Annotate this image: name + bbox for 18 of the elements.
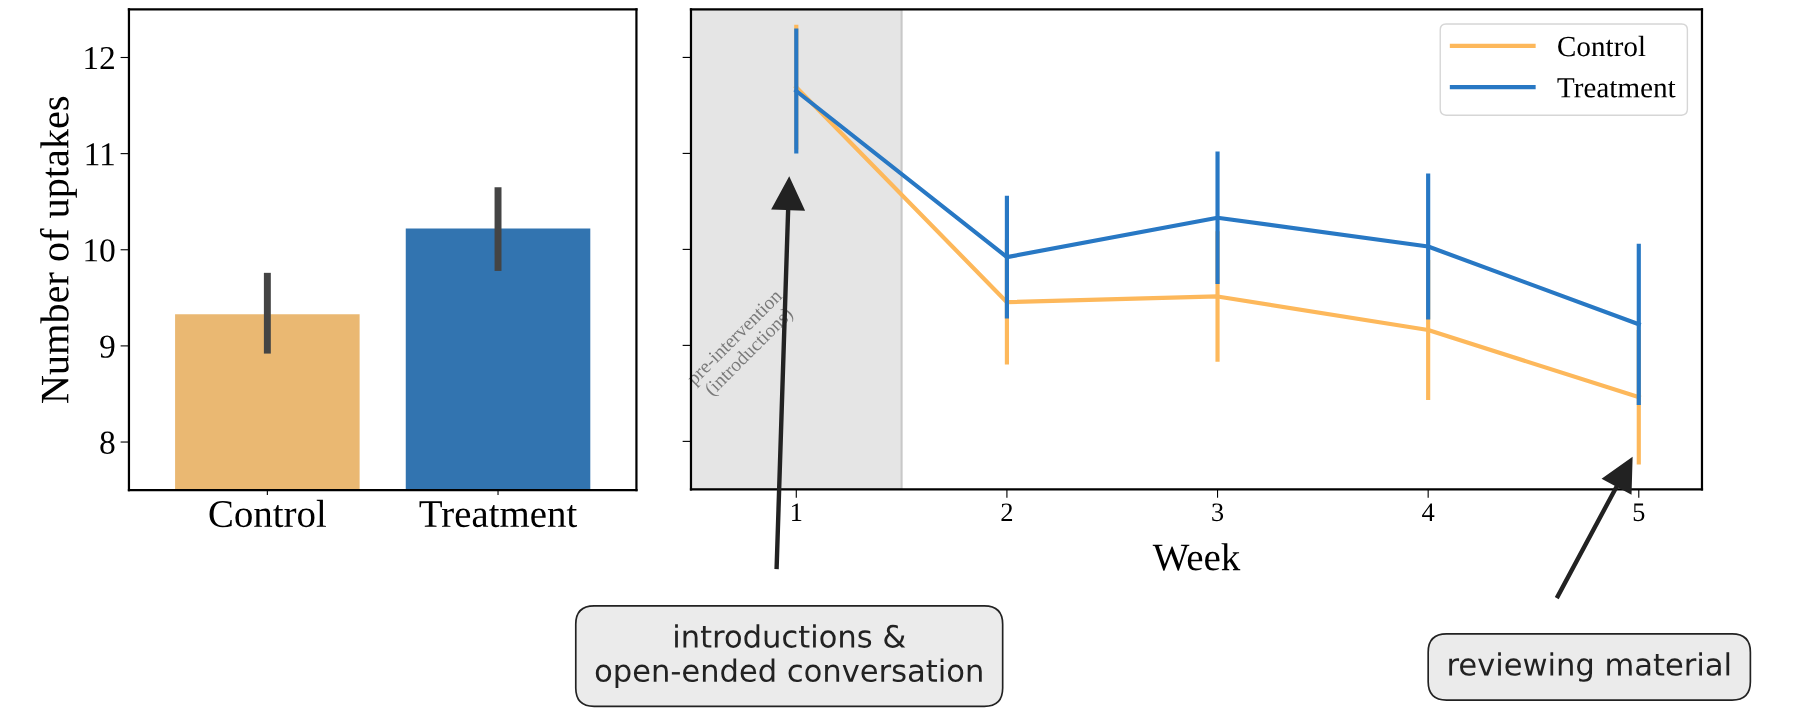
text: reviewing material: [1449, 652, 1730, 682]
text: introductions & open-ended conversation: [595, 624, 982, 689]
x-tick-label: 4: [1422, 503, 1435, 521]
y-tick-label: 11: [86, 143, 114, 166]
x-tick-label: Treatment: [419, 501, 578, 528]
legend-label: Control: [1558, 35, 1646, 57]
y-tick-label: 8: [100, 431, 115, 454]
x-tick-label: 2: [1001, 503, 1013, 521]
legend-label: Treatment: [1557, 78, 1676, 98]
x-tick-label: Control: [209, 499, 326, 528]
y-axis-title: Number of uptakes: [39, 96, 77, 403]
x-tick-label: 3: [1212, 503, 1224, 522]
x-tick-label: 5: [1633, 503, 1645, 522]
y-tick-label: 9: [100, 335, 115, 358]
y-tick-label: 12: [85, 46, 114, 70]
x-tick-label: 1: [792, 503, 802, 521]
y-tick-label: 10: [85, 239, 115, 262]
x-axis-title: Week: [1152, 543, 1241, 571]
